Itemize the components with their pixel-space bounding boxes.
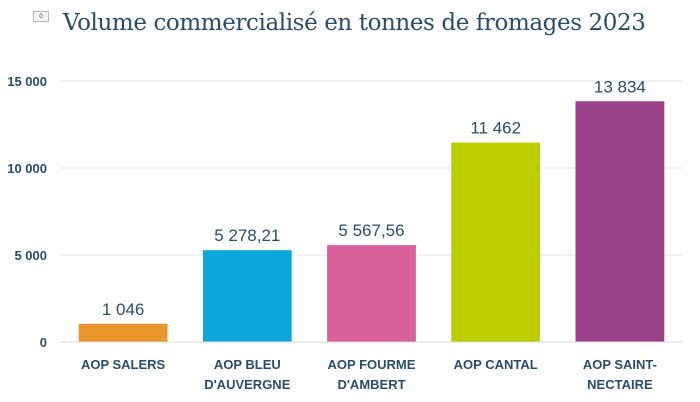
chart-index-badge: 0 <box>33 11 49 22</box>
x-tick-label: AOP CANTAL <box>454 357 538 372</box>
x-tick-label: AOP FOURME <box>328 357 416 372</box>
y-tick-label: 15 000 <box>7 74 47 89</box>
x-tick-label: D'AUVERGNE <box>204 377 290 392</box>
x-tick-label: NECTAIRE <box>587 377 653 392</box>
bar <box>451 142 541 342</box>
data-label: 13 834 <box>594 77 646 96</box>
x-tick-label: AOP BLEU <box>214 357 281 372</box>
y-tick-label: 5 000 <box>14 248 47 263</box>
data-label: 5 567,56 <box>338 221 404 240</box>
bar <box>78 323 168 342</box>
x-tick-label: AOP SAINT- <box>583 357 657 372</box>
data-label: 1 046 <box>102 300 145 319</box>
y-tick-label: 0 <box>40 335 47 350</box>
x-tick-label: AOP SALERS <box>81 357 166 372</box>
bar <box>202 250 292 342</box>
bar <box>575 101 665 343</box>
x-tick-label: D'AMBERT <box>337 377 405 392</box>
data-label: 5 278,21 <box>214 226 280 245</box>
y-tick-label: 10 000 <box>7 161 47 176</box>
chart-title: Volume commercialisé en tonnes de fromag… <box>63 10 646 36</box>
bar <box>327 245 416 342</box>
data-label: 11 462 <box>470 119 521 138</box>
